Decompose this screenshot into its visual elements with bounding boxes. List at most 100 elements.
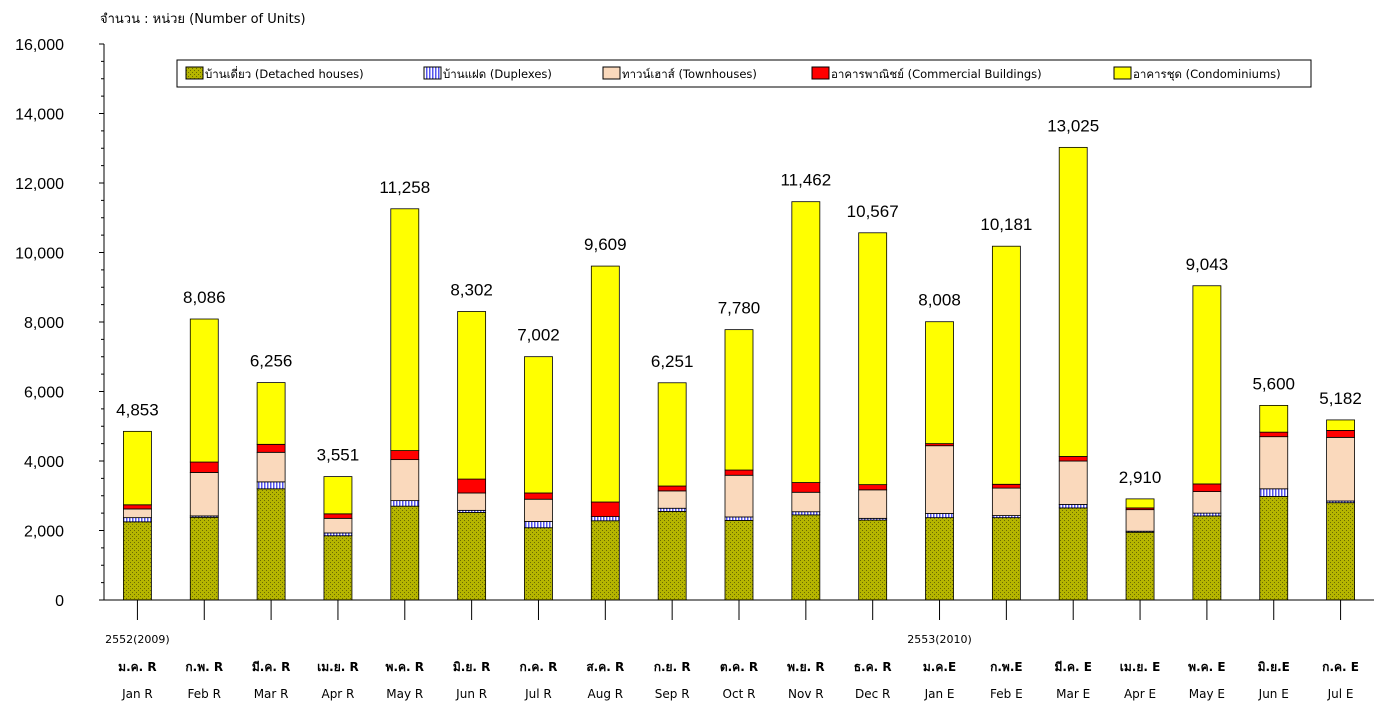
total-labels: 4,853 8,086 6,256 3,551 11,258 8,302 7,002 9,60…: [116, 116, 1362, 486]
total-label: 6,256: [250, 352, 293, 371]
bar-segment: [123, 504, 152, 510]
x-tick-label-th: ธ.ค. R: [854, 660, 892, 674]
year-label: 2552(2009): [105, 633, 170, 646]
legend-label: อาคารพาณิชย์ (Commercial Buildings): [831, 67, 1042, 81]
bar-segment: [657, 485, 687, 492]
bar-segment: [390, 459, 420, 502]
x-tick-label-th: ก.พ.E: [990, 660, 1023, 674]
x-tick-label-th: ก.ค. E: [1322, 660, 1359, 674]
legend-swatch: [423, 66, 442, 80]
x-tick-label-en: Mar R: [254, 687, 289, 701]
y-axis: 0 2,000 4,000 6,000 8,000 10,000 12,000 14,000 1…: [15, 37, 105, 610]
bar-segment: [1192, 285, 1222, 485]
total-label: 9,609: [584, 235, 627, 254]
bar-segment: [1326, 430, 1355, 438]
total-label: 10,567: [847, 202, 899, 221]
bar-segment: [1192, 483, 1222, 492]
bar-segment: [457, 478, 487, 494]
bar-segment: [724, 329, 754, 471]
y-tick-label: 8,000: [24, 315, 64, 332]
bar-segment: [189, 472, 219, 517]
bar-segment: [858, 484, 888, 491]
bar-segment: [1259, 431, 1289, 438]
bar-segment: [724, 474, 754, 518]
bar-segment: [791, 491, 821, 513]
x-tick-label-en: Jan E: [924, 687, 955, 701]
total-label: 3,551: [317, 446, 360, 465]
bar-segment: [457, 311, 487, 480]
bar-segment: [858, 489, 888, 519]
bar-segment: [1259, 436, 1289, 490]
total-label: 7,780: [718, 299, 761, 318]
bar-segment: [1326, 502, 1355, 601]
bar-segment: [991, 487, 1021, 516]
total-label: 4,853: [116, 400, 159, 419]
bar-segment: [256, 488, 286, 601]
x-tick-label-th: พ.ย. R: [787, 660, 824, 674]
x-tick-label-th: ก.ค. R: [520, 660, 558, 674]
x-tick-label-en: Jun E: [1258, 687, 1289, 701]
bar-segment: [791, 514, 821, 601]
bar-segment: [189, 461, 219, 473]
bar-segment: [1125, 509, 1155, 532]
bar-segment: [1326, 419, 1355, 431]
bar-segment: [123, 521, 152, 601]
x-tick-label-th: ก.พ. R: [185, 660, 223, 674]
bar-segment: [457, 512, 487, 601]
bar-segment: [657, 510, 687, 601]
bar-segment: [123, 430, 152, 506]
y-tick-label: 12,000: [15, 176, 64, 193]
x-tick-label-th: ก.ย. R: [654, 660, 691, 674]
x-tick-label-th: ม.ค.E: [923, 660, 956, 674]
legend-swatch: [1113, 66, 1132, 80]
legend: บ้านเดี่ยว (Detached houses) บ้านแฝด (Dup…: [176, 59, 1312, 88]
legend-label: อาคารชุด (Condominiums): [1133, 67, 1281, 81]
bar-segment: [1259, 496, 1289, 601]
bar-segment: [1326, 436, 1355, 502]
x-tick-label-en: Nov R: [788, 687, 824, 701]
bar-segment: [123, 517, 152, 523]
bar-segment: [1058, 504, 1088, 509]
bar-segment: [590, 516, 620, 522]
x-tick-label-th: มิ.ย. R: [453, 660, 490, 674]
bar-segment: [524, 492, 553, 500]
bar-segment: [256, 451, 286, 483]
bar-segment: [590, 501, 620, 518]
bar-segment: [1192, 512, 1222, 517]
x-tick-label-th: ส.ค. R: [586, 660, 624, 674]
bar-segment: [991, 517, 1021, 601]
bars: [123, 146, 1355, 601]
total-label: 7,002: [517, 326, 560, 345]
bar-segment: [657, 507, 687, 512]
bar-segment: [590, 265, 620, 503]
bar-segment: [390, 500, 420, 507]
bar-segment: [1125, 498, 1155, 509]
bar-segment: [657, 382, 687, 487]
bar-segment: [791, 511, 821, 516]
bar-segment: [524, 356, 553, 494]
bar-segment: [323, 476, 353, 515]
y-tick-label: 6,000: [24, 385, 64, 402]
bar-segment: [323, 532, 353, 537]
y-tick-label: 16,000: [15, 37, 64, 54]
bar-segment: [123, 508, 152, 519]
x-tick-label-en: Jul R: [524, 687, 552, 701]
legend-label: บ้านเดี่ยว (Detached houses): [205, 66, 364, 81]
x-tick-label-en: Jun R: [455, 687, 487, 701]
bar-segment: [991, 245, 1021, 485]
legend-swatch: [185, 66, 204, 80]
bar-segment: [1058, 146, 1088, 457]
x-tick-label-th: ต.ค. R: [720, 660, 758, 674]
total-label: 8,302: [450, 281, 493, 300]
x-tick-label-th: พ.ค. E: [1188, 660, 1225, 674]
bar-segment: [791, 482, 821, 493]
bar-segment: [323, 517, 353, 534]
bar-segment: [791, 201, 821, 483]
total-label: 11,462: [780, 171, 831, 190]
total-label: 6,251: [651, 352, 694, 371]
x-tick-label-th: มิ.ย.E: [1258, 660, 1290, 674]
x-tick-label-en: Jan R: [121, 687, 153, 701]
bar-segment: [858, 232, 888, 486]
bar-segment: [925, 445, 954, 514]
